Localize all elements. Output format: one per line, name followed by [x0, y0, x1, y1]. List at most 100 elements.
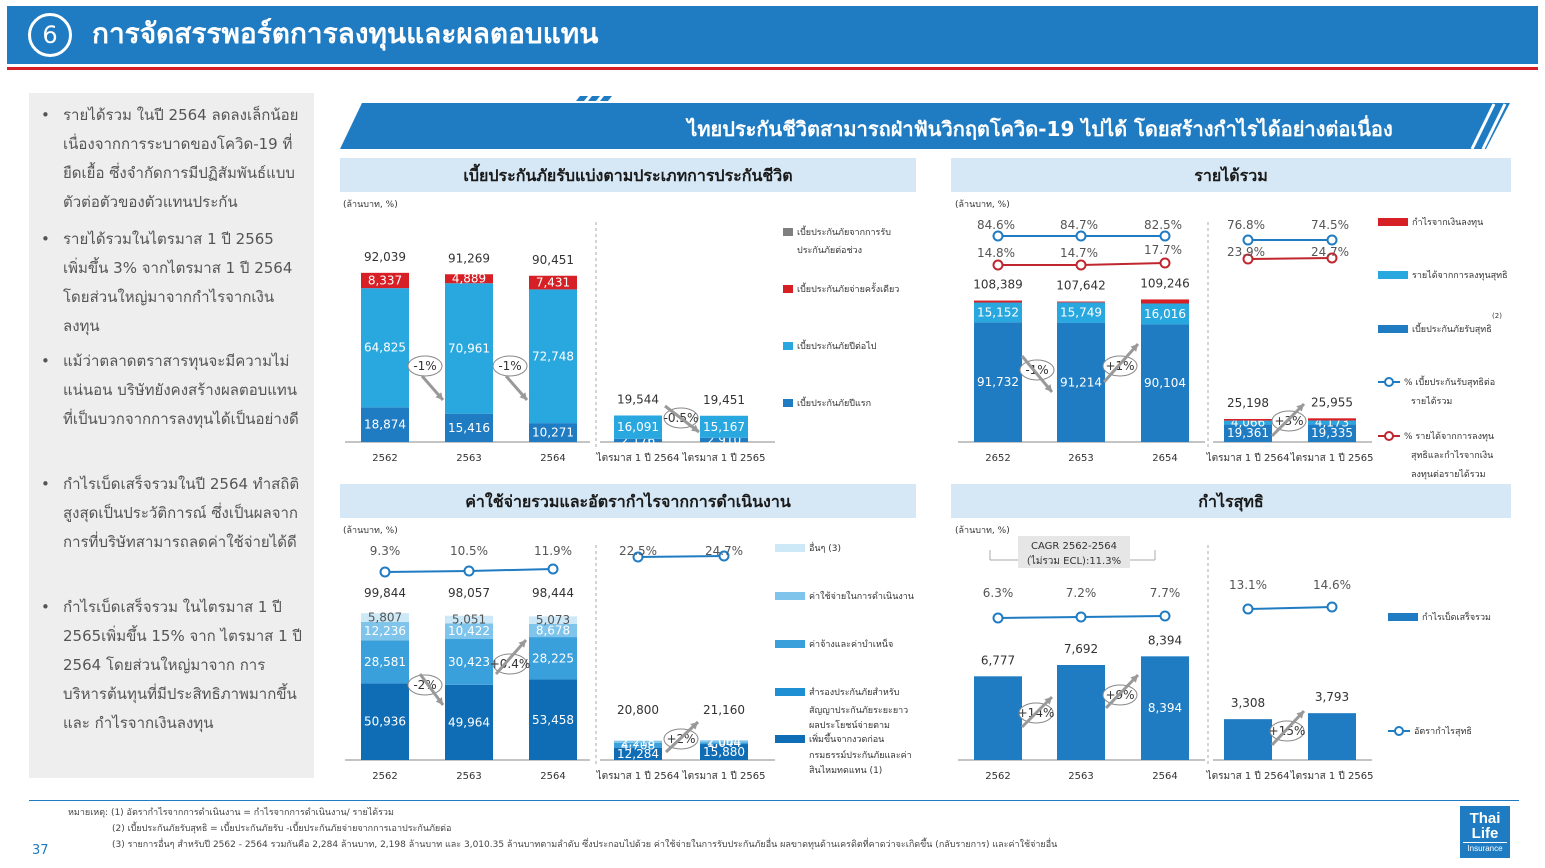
- bar-value: 91,214: [1060, 375, 1102, 389]
- legend-marker: [1384, 377, 1394, 387]
- x-tick: 2653: [1068, 453, 1093, 464]
- bar-total: 90,451: [532, 253, 574, 267]
- x-tick: ไตรมาส 1 ปี 2564: [1206, 770, 1290, 782]
- bar-segment: [700, 740, 748, 743]
- legend-label: % เบี้ยประกันรับสุทธิต่อ: [1404, 375, 1495, 388]
- bar-segment: [1141, 303, 1189, 325]
- cagr-label: (ไม่รวม ECL):11.3%: [1027, 555, 1121, 567]
- ratio-label: 7.2%: [1066, 586, 1097, 600]
- bar-value: 12,236: [364, 624, 406, 638]
- legend-note: (2): [1492, 312, 1502, 320]
- trend-arrow-head: [518, 640, 526, 648]
- bar-value: 70,961: [448, 341, 490, 355]
- bar-segment: [614, 742, 662, 748]
- legend-item-label: เพิ่มขึ้นจากงวดก่อน: [809, 732, 884, 745]
- bar-segment: [700, 742, 748, 745]
- legend-item-swatch: [783, 342, 793, 350]
- trend-arrow: [1020, 695, 1054, 729]
- legend-item-label: เบี้ยประกันภัยปีต่อไป: [797, 339, 877, 352]
- bar-segment: [1224, 424, 1272, 442]
- bullet-text: รายได้รวม ในปี 2564 ลดลงเล็กน้อย เนื่องจ…: [63, 106, 299, 211]
- bar-segment: [1141, 299, 1189, 304]
- bar-segment: [529, 637, 577, 680]
- summary-bullet: • กำไรเบ็ดเสร็จรวมในปี 2564 ทำสถิติสูงสุด…: [41, 470, 303, 557]
- legend-item-swatch: [783, 228, 793, 236]
- ratio-marker: [992, 259, 1004, 271]
- legend-item-swatch: [783, 285, 793, 293]
- bar-value: 4,173: [1315, 415, 1349, 429]
- logo-line3: Insurance: [1463, 842, 1507, 854]
- ratio-label: 7.7%: [1150, 586, 1181, 600]
- ratio-marker: [1242, 234, 1254, 246]
- ratio-label: 10.5%: [450, 544, 488, 558]
- thai-life-logo: Thai Life Insurance: [1460, 806, 1510, 858]
- ratio-marker: [379, 566, 391, 578]
- bar-total: 98,057: [448, 586, 490, 600]
- bar-value: 15,167: [703, 420, 745, 434]
- trend-arrow-head: [435, 392, 443, 400]
- ratio-marker: [1075, 611, 1087, 623]
- bar-value: 28,581: [364, 655, 406, 669]
- legend-item-swatch: [1378, 218, 1408, 226]
- footnote: (3) รายการอื่นๆ สำหรับปี 2562 - 2564 รวม…: [112, 840, 1058, 850]
- x-tick: 2562: [372, 771, 397, 782]
- bar-value: 16,091: [617, 420, 659, 434]
- trend-arrow-head: [1044, 384, 1052, 392]
- bar-segment: [529, 616, 577, 625]
- panel-title: รายได้รวม: [1194, 166, 1268, 185]
- bar-segment: [529, 275, 577, 290]
- bar-total: 25,198: [1227, 396, 1269, 410]
- legend-item-label: เบี้ยประกันภัยจากการรับ: [797, 225, 891, 238]
- x-tick: 2564: [540, 453, 565, 464]
- legend-label: ผลประโยชน์จ่ายตาม: [809, 719, 890, 731]
- bar-segment: [445, 623, 493, 640]
- bar-value: 28,225: [532, 651, 574, 665]
- bar-segment: [974, 300, 1022, 303]
- logo-line2: Life: [1471, 825, 1499, 842]
- legend-item-label: กำไรเบ็ดเสร็จรวม: [1422, 610, 1491, 623]
- trend-arrow-head: [690, 722, 698, 730]
- trend-arrow: [1270, 709, 1306, 747]
- bar-segment: [1141, 324, 1189, 442]
- bar-value: 5,073: [536, 613, 570, 627]
- legend-item-swatch: [783, 399, 793, 407]
- ratio-label: 22.5%: [619, 544, 657, 558]
- ratio-label: 84.6%: [977, 218, 1015, 232]
- bar-total: 19,544: [617, 392, 659, 406]
- bullet-text: รายได้รวมในไตรมาส 1 ปี 2565 เพิ่มขึ้น 3%…: [63, 230, 293, 335]
- bullet-icon: •: [41, 475, 50, 493]
- banner-text: ไทยประกันชีวิตสามารถฝ่าฟันวิกฤตโควิด-19 …: [687, 117, 1393, 141]
- header: 6 การจัดสรรพอร์ตการลงทุนและผลตอบแทน: [0, 0, 1545, 80]
- trend-arrow-head: [691, 424, 699, 432]
- bar-value: 64,825: [364, 341, 406, 355]
- legend-item-label: เบี้ยประกันภัยปีแรก: [797, 396, 871, 409]
- page-number: 37: [32, 843, 49, 858]
- legend-item-swatch: [1388, 613, 1418, 621]
- ratio-label: 82.5%: [1144, 218, 1182, 232]
- bar-segment: [1224, 420, 1272, 425]
- bar-total: 108,389: [973, 278, 1023, 292]
- x-tick: ไตรมาส 1 ปี 2564: [1206, 452, 1290, 464]
- bar-segment: [445, 615, 493, 624]
- panel-header: [340, 158, 916, 192]
- ratio-label: 24.7%: [1311, 245, 1349, 259]
- bar-value: 19,335: [1311, 426, 1353, 440]
- bar-total: 109,246: [1140, 276, 1190, 290]
- bar-value: 10,422: [448, 624, 490, 638]
- ratio-label: 14.7%: [1060, 246, 1098, 260]
- x-tick: 2563: [456, 771, 481, 782]
- panel-title: กำไรสุทธิ: [1198, 492, 1263, 512]
- ratio-line: [637, 555, 725, 558]
- ratio-marker: [1075, 230, 1087, 242]
- ratio-label: 11.9%: [534, 544, 572, 558]
- legend-label: สุทธิและกำไรจากเงิน: [1411, 450, 1493, 461]
- footer-divider: [29, 800, 1519, 801]
- bullet-icon: •: [41, 352, 50, 370]
- summary-sidebar: • รายได้รวม ในปี 2564 ลดลงเล็กน้อย เนื่อง…: [29, 93, 314, 778]
- bullet-text: แม้ว่าตลาดตราสารทุนจะมีความไม่แน่นอน บริ…: [63, 352, 299, 428]
- bar-segment: [529, 679, 577, 760]
- banner-shape: [340, 103, 1510, 149]
- bar-segment: [700, 415, 748, 438]
- legend-label: สินไหมทดแทน (1): [809, 765, 882, 776]
